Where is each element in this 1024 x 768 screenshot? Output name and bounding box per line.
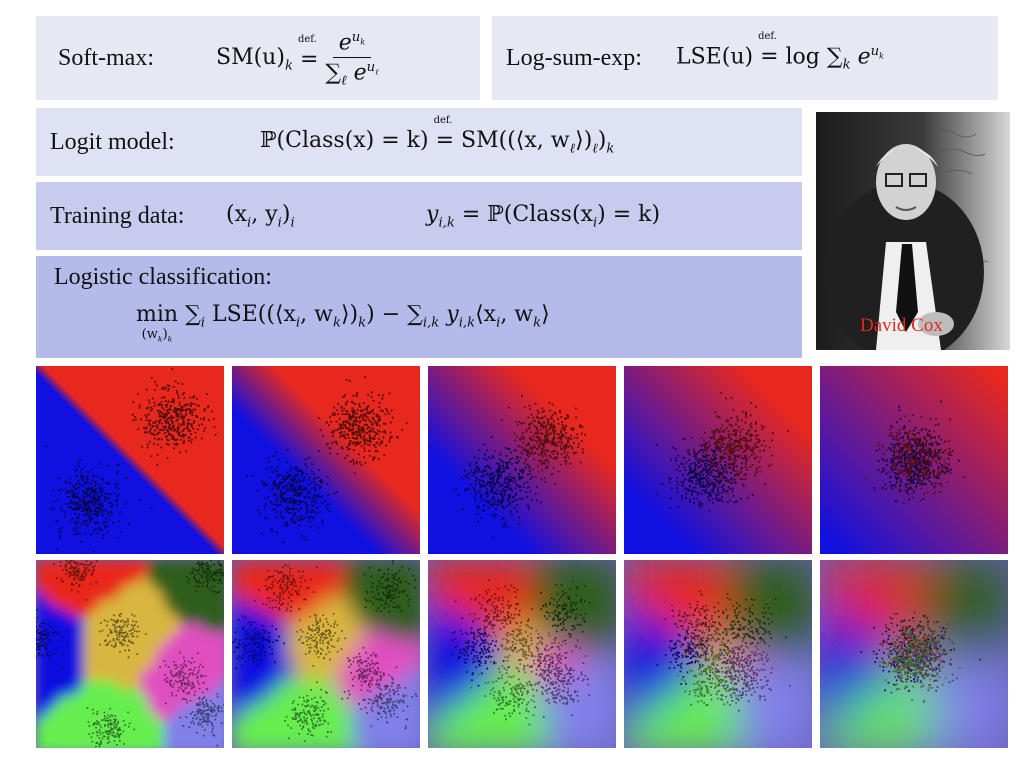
softmax-label: Soft-max:	[58, 44, 154, 71]
logistic-formula: min (wk)k ∑i LSE((⟨xi, wk⟩)k) − ∑i,k yi,…	[136, 302, 550, 344]
training-box: Training data: (xi, yi)i yi,k = ℙ(Class(…	[36, 182, 802, 250]
softmax-formula: SM(u)k def. = euk ∑ℓ euℓ	[216, 30, 379, 90]
logit-formula: ℙ(Class(x) = k) def. = SM((⟨x, wℓ⟩)ℓ)k	[260, 115, 615, 157]
multi-class-panel-1	[36, 560, 224, 748]
multi-class-panel-5	[820, 560, 1008, 748]
training-label: Training data:	[50, 202, 185, 229]
multi-class-panel-2	[232, 560, 420, 748]
two-class-panel-5	[820, 366, 1008, 554]
two-class-panel-1	[36, 366, 224, 554]
softmax-box: Soft-max: SM(u)k def. = euk ∑ℓ euℓ	[36, 16, 480, 100]
multi-class-panel-4	[624, 560, 812, 748]
logistic-label: Logistic classification:	[54, 264, 272, 290]
logit-label: Logit model:	[50, 128, 175, 155]
two-class-panel-3	[428, 366, 616, 554]
two-class-panel-4	[624, 366, 812, 554]
portrait-photo	[816, 112, 1010, 350]
logistic-box: Logistic classification: min (wk)k ∑i LS…	[36, 256, 802, 358]
lse-label: Log-sum-exp:	[506, 44, 642, 71]
portrait-caption: David Cox	[860, 315, 943, 336]
two-class-panel-2	[232, 366, 420, 554]
multi-class-panel-3	[428, 560, 616, 748]
lse-formula: LSE(u) def. = log ∑k euk	[676, 31, 884, 73]
training-pair: (xi, yi)i	[226, 202, 295, 231]
logit-box: Logit model: ℙ(Class(x) = k) def. = SM((⟨…	[36, 108, 802, 176]
training-formula: yi,k = ℙ(Class(xi) = k)	[426, 202, 661, 231]
lse-box: Log-sum-exp: LSE(u) def. = log ∑k euk	[492, 16, 998, 100]
